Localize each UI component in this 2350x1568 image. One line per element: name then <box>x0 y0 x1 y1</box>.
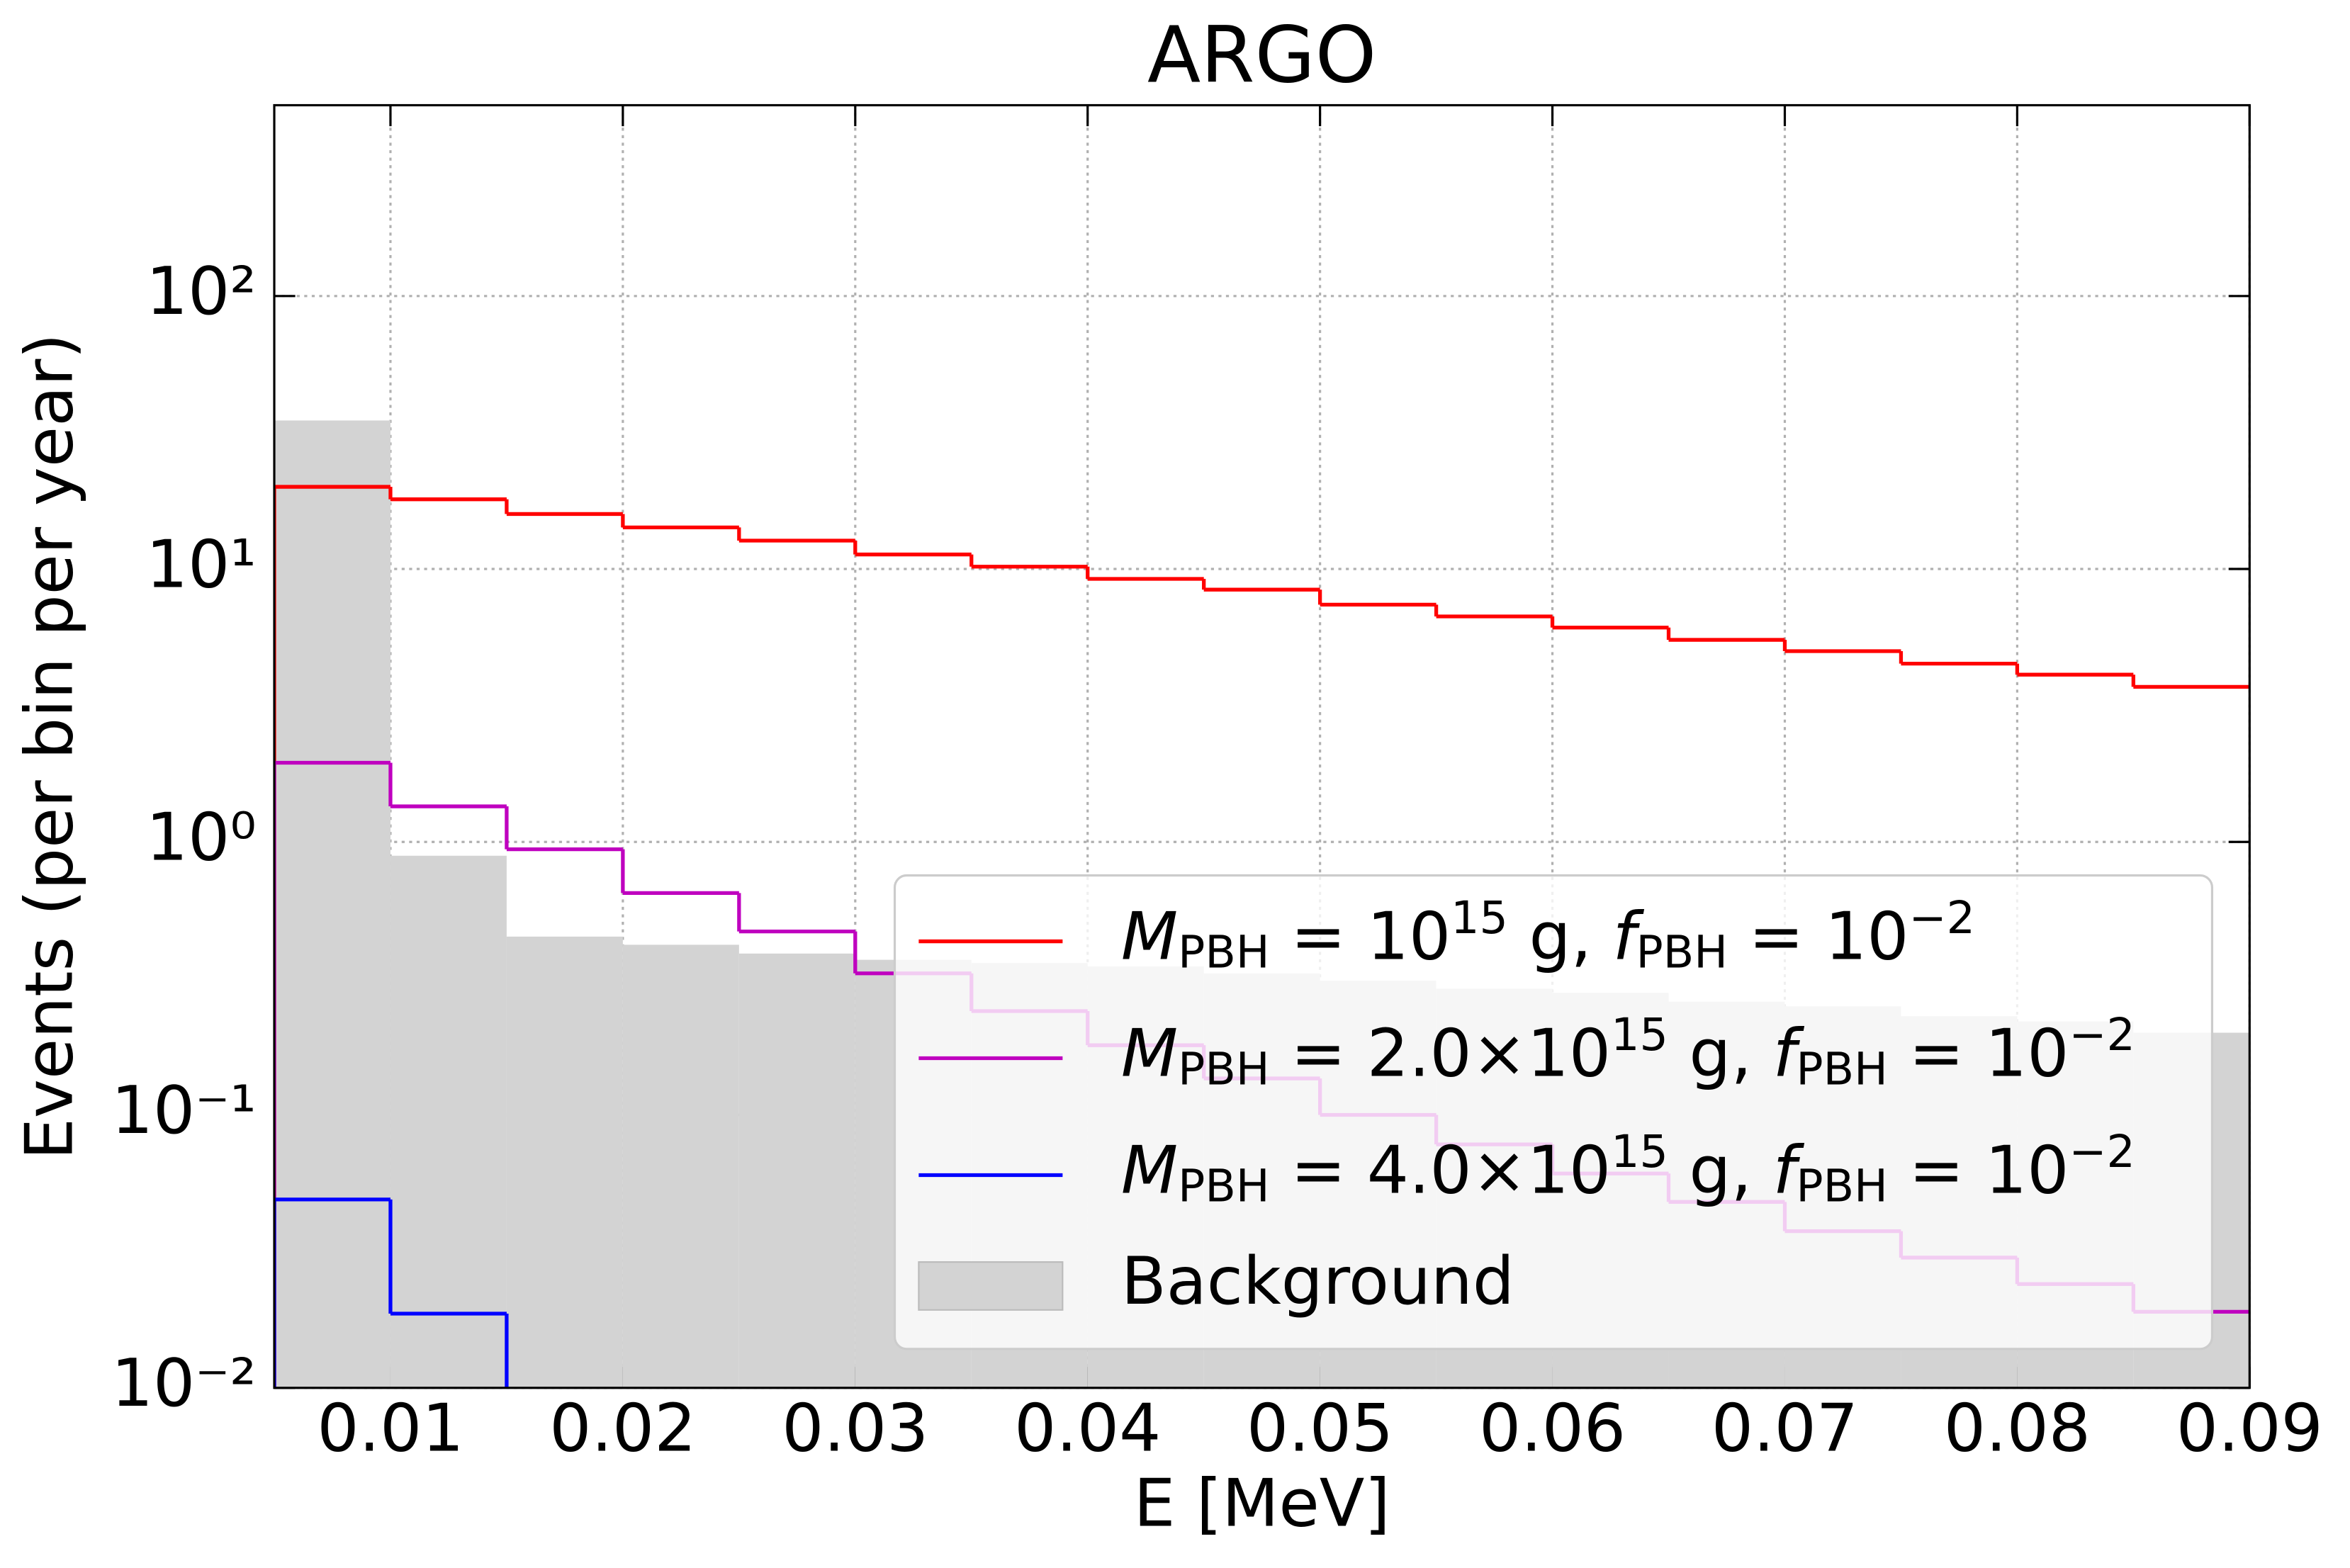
x-tick-label: 0.09 <box>2176 1390 2323 1467</box>
background-bar <box>390 855 507 1388</box>
legend-label: Background <box>1121 1243 1514 1319</box>
x-tick-label: 0.03 <box>782 1390 928 1467</box>
background-bar <box>506 936 623 1388</box>
x-tick-label: 0.05 <box>1247 1390 1393 1467</box>
background-bar <box>274 420 390 1388</box>
x-axis-label: E [MeV] <box>1134 1465 1390 1541</box>
y-tick-label: 10¹ <box>146 526 257 602</box>
legend-label: MPBH = 1015 g, fPBH = 10−2 <box>1121 891 1975 978</box>
y-tick-label: 10⁻¹ <box>111 1072 257 1149</box>
y-tick-label: 10² <box>146 253 257 329</box>
chart-title: ARGO <box>1147 9 1376 100</box>
background-bar <box>622 944 739 1388</box>
x-tick-label: 0.06 <box>1479 1390 1626 1467</box>
x-tick-label: 0.07 <box>1711 1390 1858 1467</box>
y-axis-label: Events (per bin per year) <box>11 333 88 1160</box>
background-bar <box>738 953 855 1388</box>
legend-label: MPBH = 4.0×1015 g, fPBH = 10−2 <box>1121 1124 2135 1212</box>
y-tick-label: 10⁻² <box>111 1345 257 1421</box>
legend-label: MPBH = 2.0×1015 g, fPBH = 10−2 <box>1121 1008 2135 1095</box>
x-tick-label: 0.02 <box>549 1390 696 1467</box>
plot-frame <box>273 103 2251 1389</box>
legend-box <box>893 874 2214 1350</box>
y-tick-label: 10⁰ <box>146 799 257 876</box>
x-tick-label: 0.08 <box>1944 1390 2091 1467</box>
x-tick-label: 0.04 <box>1014 1390 1161 1467</box>
x-tick-label: 0.01 <box>317 1390 463 1467</box>
legend-swatch <box>918 1261 1064 1311</box>
